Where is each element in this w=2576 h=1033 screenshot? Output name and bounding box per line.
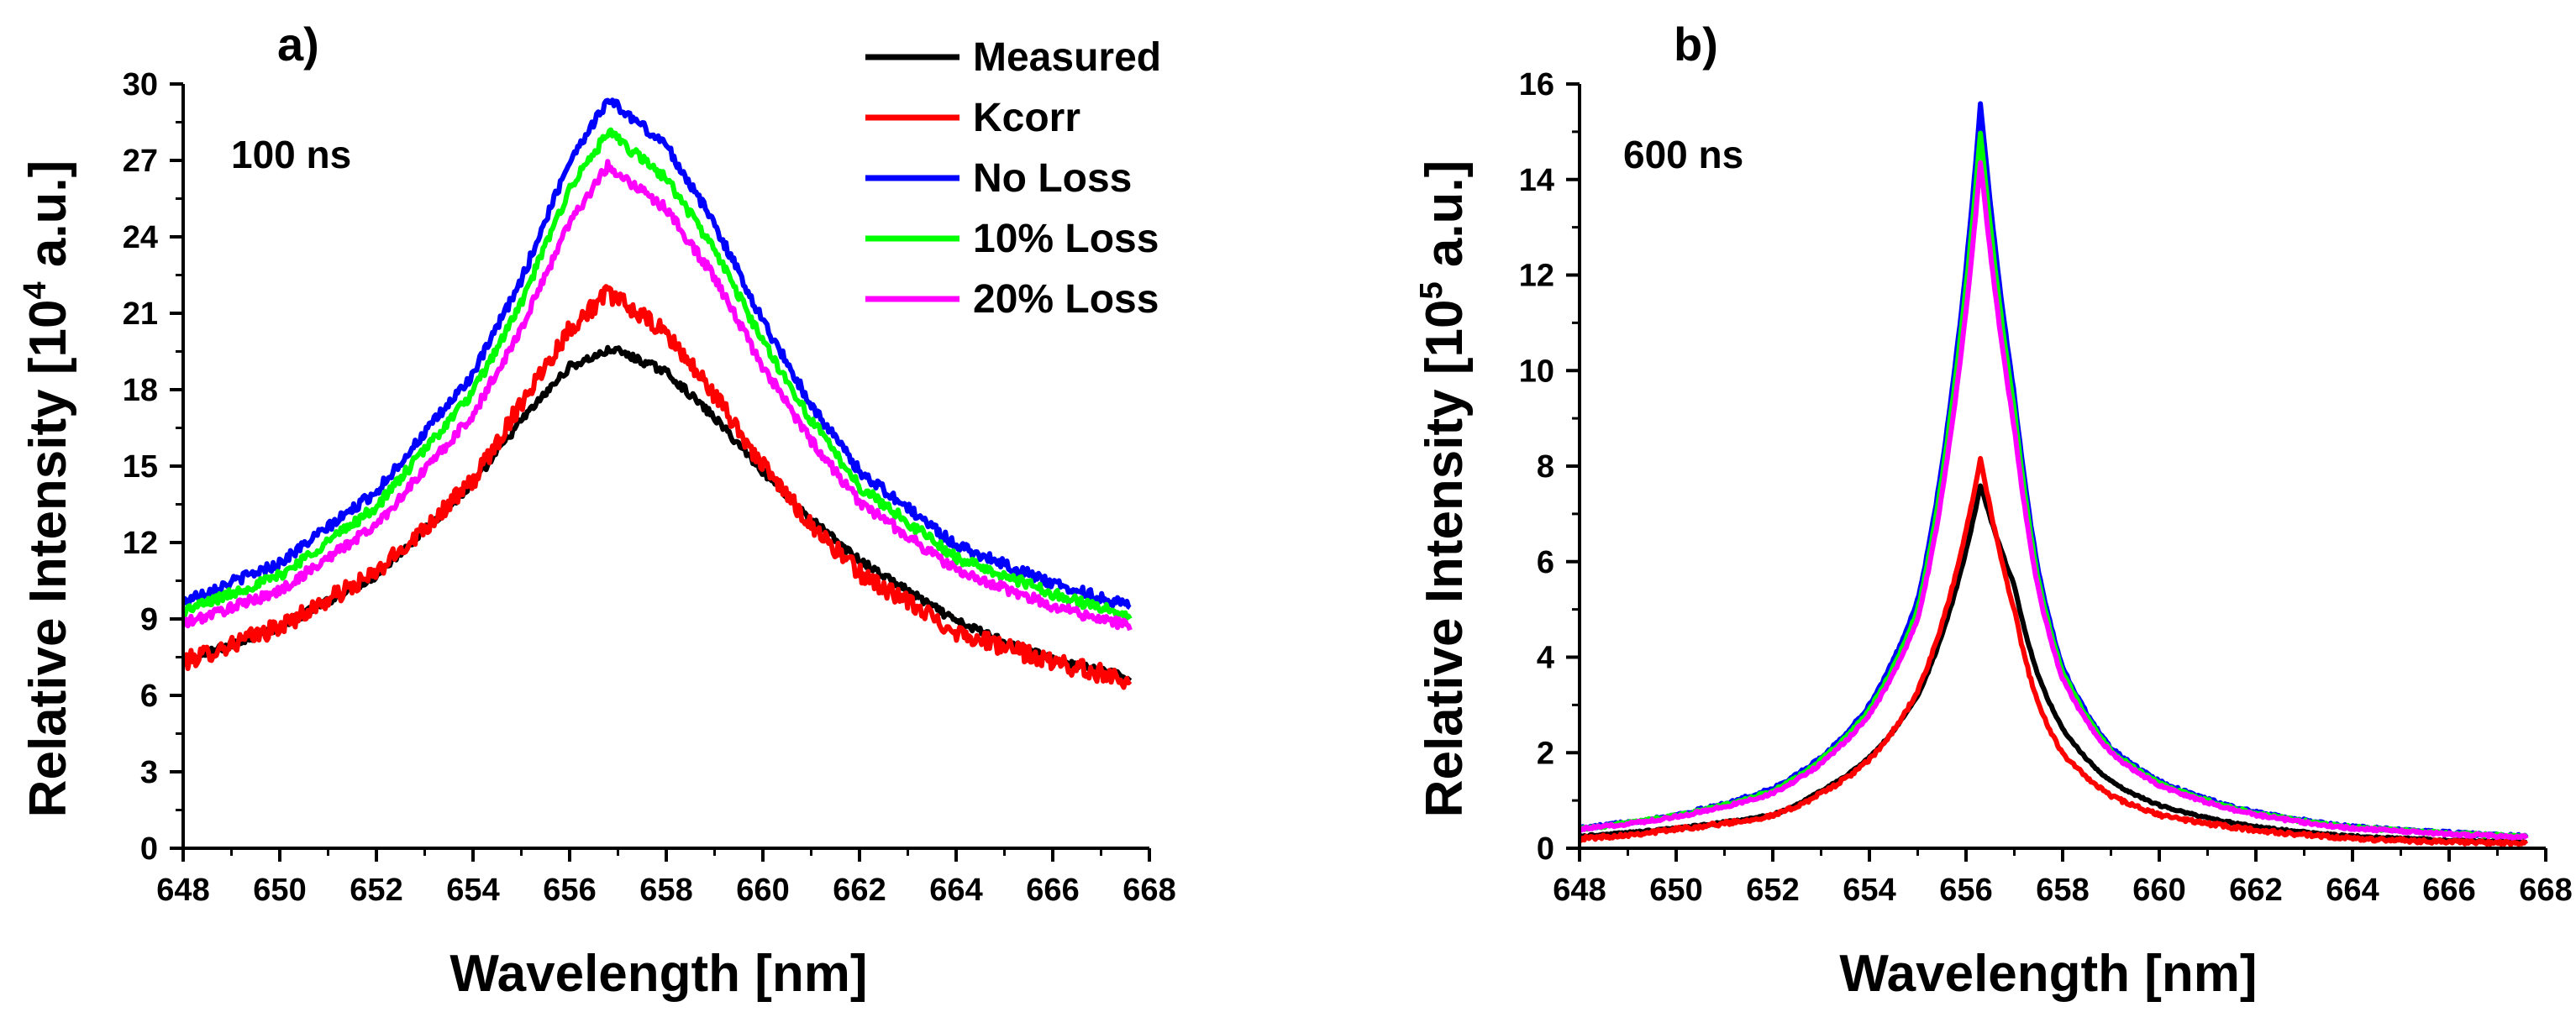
panel-b-x-tick-label: 650 [1649,873,1702,908]
panel-b-letter: b) [1674,18,1718,71]
panel-b-y-tick-label: 2 [1537,736,1554,771]
panel-a-series-no-loss [183,97,1132,611]
panel-b-series-group [1580,101,2529,847]
panel-b-series-kcorr [1580,455,2529,847]
panel-a-y-tick-label: 18 [123,373,158,408]
panel-a-x-tick-label: 660 [736,873,789,908]
panel-b-y-axis-title-unit: a.u.] [1416,160,1474,282]
panel-a-x-tick-label: 650 [253,873,306,908]
panel-a-y-axis-title-unit: a.u.] [19,160,77,282]
panel-a-y-tick-label: 6 [140,679,158,714]
panel-b: b) 648 650 652 654 656 658 660 662 664 666 6680246… [1414,18,2573,1003]
panel-b-series-no-loss [1580,101,2529,840]
legend-entry-measured: Measured [865,35,1161,80]
panel-a-y-tick-label: 21 [123,296,158,332]
panel-b-y-tick-label: 4 [1537,641,1554,676]
panel-a-x-tick-label: 666 [1026,873,1079,908]
legend-label-10-loss: 10% Loss [973,217,1159,261]
panel-b-x-tick-label: 668 [2519,873,2572,908]
panel-a-annotation: 100 ns [231,133,351,176]
panel-a-y-tick-label: 15 [123,449,158,485]
legend-label-20-loss: 20% Loss [973,277,1159,322]
panel-b-y-tick-label: 10 [1519,354,1554,389]
panel-b-x-tick-label: 660 [2132,873,2185,908]
panel-b-x-tick-label: 656 [1939,873,1992,908]
panel-a-x-tick-label: 664 [929,873,982,908]
panel-a-letter: a) [277,18,319,71]
panel-a-y-axis-title-exponent: 4 [18,281,53,299]
panel-a-x-tick-label: 656 [543,873,596,908]
panel-a-y-axis-title: Relative Intensity [104 a.u.] [18,160,77,818]
legend-entry-kcorr: Kcorr [865,96,1080,140]
panel-a-series-kcorr [183,284,1133,690]
panel-b-y-tick-label: 16 [1519,67,1554,102]
panel-a-y-tick-label: 3 [140,755,158,790]
panel-b-annotation: 600 ns [1623,133,1743,176]
panel-b-y-tick-label: 12 [1519,259,1554,294]
panel-b-y-axis-title-exponent: 5 [1414,281,1449,299]
panel-b-x-tick-label: 652 [1746,873,1799,908]
panel-b-plot-area: 648 650 652 654 656 658 660 662 664 666 668 0 2 4 6 8 10… [1519,67,2573,908]
panel-b-series-measured [1580,483,2528,846]
panel-a-y-tick-label: 12 [123,526,158,561]
panel-a-y-tick-label: 30 [123,67,158,102]
legend-entry-10-loss: 10% Loss [865,217,1159,261]
panel-b-series-20-loss [1580,160,2529,841]
panel-b-x-tick-label: 658 [2036,873,2089,908]
panel-a-y-tick-label: 27 [123,144,158,179]
legend-label-measured: Measured [973,35,1161,80]
panel-b-x-tick-label: 654 [1843,873,1895,908]
panel-b-y-axis-title: Relative Intensity [105 a.u.] [1414,160,1474,818]
panel-a-y-tick-label: 24 [123,220,158,255]
panel-a-y-tick-label: 9 [140,602,158,637]
panel-a-series-20-loss [183,159,1133,632]
panel-b-x-tick-label: 664 [2326,873,2379,908]
panel-a-series-measured [183,344,1133,682]
panel-a-series-group [183,97,1133,690]
legend-entry-no-loss: No Loss [865,156,1132,201]
panel-a-series-10-loss [183,127,1133,621]
panel-a-plot-area: 648 650 652 654 656 658 660 662 664 666 668 0 3 6 9 12 1… [123,67,1176,908]
panel-a-x-tick-label: 654 [446,873,499,908]
panel-a-x-axis-title: Wavelength [nm] [449,945,867,1003]
panel-a: a) 648 650 652 654 656 658 660 662 664 666 668 0 3 6 9… [18,18,1176,1003]
panel-a-x-tick-label: 658 [639,873,692,908]
legend-label-no-loss: No Loss [973,156,1132,201]
panel-b-y-tick-label: 6 [1537,545,1554,580]
panel-b-y-tick-label: 0 [1537,831,1554,867]
panel-a-x-tick-label: 662 [833,873,886,908]
legend-label-kcorr: Kcorr [973,96,1080,140]
legend-entry-20-loss: 20% Loss [865,277,1159,322]
panel-a-x-tick-label: 668 [1122,873,1175,908]
panel-b-x-tick-label: 662 [2229,873,2282,908]
legend: Measured Kcorr No Loss 10% Loss 20% Loss [865,35,1161,322]
panel-b-y-tick-label: 8 [1537,449,1554,485]
panel-b-y-tick-label: 14 [1519,163,1554,198]
panel-a-y-axis-title-main: Relative Intensity [10 [19,300,77,818]
panel-a-x-tick-label: 652 [350,873,402,908]
panel-a-x-tick-label: 648 [156,873,209,908]
panel-b-x-tick-label: 648 [1553,873,1606,908]
panel-b-x-tick-label: 666 [2422,873,2475,908]
panel-b-x-axis-title: Wavelength [nm] [1839,945,2257,1003]
panel-b-y-axis-title-main: Relative Intensity [10 [1416,300,1474,818]
panel-a-y-tick-label: 0 [140,831,158,867]
